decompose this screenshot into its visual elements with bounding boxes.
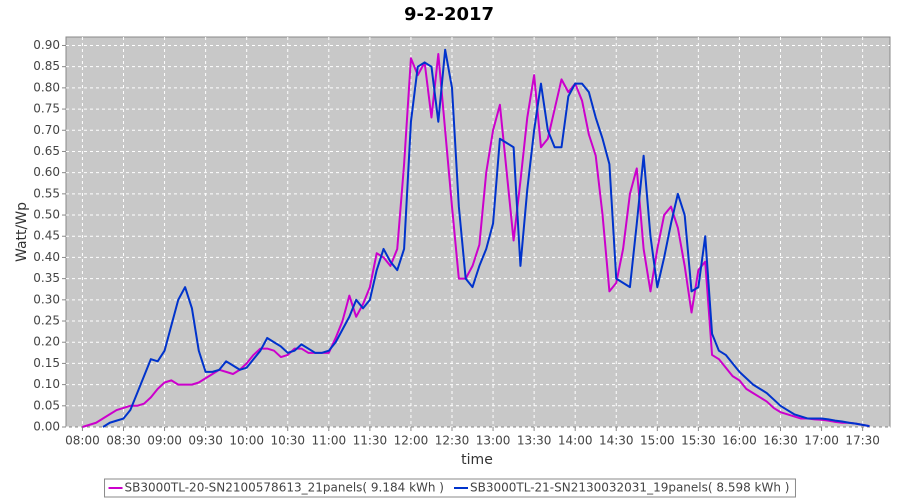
x-tick-label: 11:30 xyxy=(353,434,388,448)
y-tick-label: 0.75 xyxy=(33,102,60,116)
x-axis-title: time xyxy=(461,452,493,468)
series-line xyxy=(102,48,870,428)
y-tick-label: 0.25 xyxy=(33,314,60,328)
x-tick-label: 09:00 xyxy=(147,434,182,448)
x-tick-label: 13:30 xyxy=(517,434,552,448)
x-tick-label: 08:00 xyxy=(65,434,100,448)
y-tick-label: 0.15 xyxy=(33,356,60,370)
x-tick-label: 14:00 xyxy=(558,434,593,448)
legend xyxy=(104,478,796,498)
chart-title: 9-2-2017 xyxy=(404,4,494,25)
legend-label: SB3000TL-20-SN2100578613_21panels( 9.184… xyxy=(125,481,444,495)
x-tick-label: 12:00 xyxy=(394,434,429,448)
x-tick-label: 16:30 xyxy=(763,434,798,448)
x-tick-label: 15:00 xyxy=(640,434,675,448)
y-tick-label: 0.90 xyxy=(33,38,60,52)
y-tick-label: 0.85 xyxy=(33,59,60,73)
x-tick-label: 08:30 xyxy=(106,434,141,448)
y-tick-label: 0.20 xyxy=(33,335,60,349)
y-tick-label: 0.40 xyxy=(33,250,60,264)
y-tick-label: 0.10 xyxy=(33,377,60,391)
legend-label: SB3000TL-21-SN2130032031_19panels( 8.598… xyxy=(470,481,789,495)
x-tick-label: 10:00 xyxy=(229,434,264,448)
y-tick-label: 0.35 xyxy=(33,271,60,285)
x-tick-label: 17:30 xyxy=(845,434,880,448)
x-tick-label: 11:00 xyxy=(312,434,347,448)
y-axis-title: Watt/Wp xyxy=(14,202,30,262)
plot-area xyxy=(65,36,891,428)
y-tick-label: 0.80 xyxy=(33,80,60,94)
series-line xyxy=(82,52,870,428)
x-tick-label: 16:00 xyxy=(722,434,757,448)
x-tick-label: 15:30 xyxy=(681,434,716,448)
y-tick-label: 0.65 xyxy=(33,144,60,158)
y-tick-label: 0.00 xyxy=(33,420,60,434)
x-tick-label: 10:30 xyxy=(270,434,305,448)
x-tick-label: 09:30 xyxy=(188,434,223,448)
y-tick-label: 0.45 xyxy=(33,229,60,243)
x-tick-label: 13:00 xyxy=(476,434,511,448)
x-tick-label: 17:00 xyxy=(804,434,839,448)
y-tick-label: 0.55 xyxy=(33,186,60,200)
y-tick-label: 0.30 xyxy=(33,292,60,306)
x-tick-label: 14:30 xyxy=(599,434,634,448)
y-tick-label: 0.70 xyxy=(33,123,60,137)
y-tick-label: 0.60 xyxy=(33,165,60,179)
y-tick-label: 0.50 xyxy=(33,208,60,222)
x-tick-label: 12:30 xyxy=(435,434,470,448)
y-tick-label: 0.05 xyxy=(33,398,60,412)
